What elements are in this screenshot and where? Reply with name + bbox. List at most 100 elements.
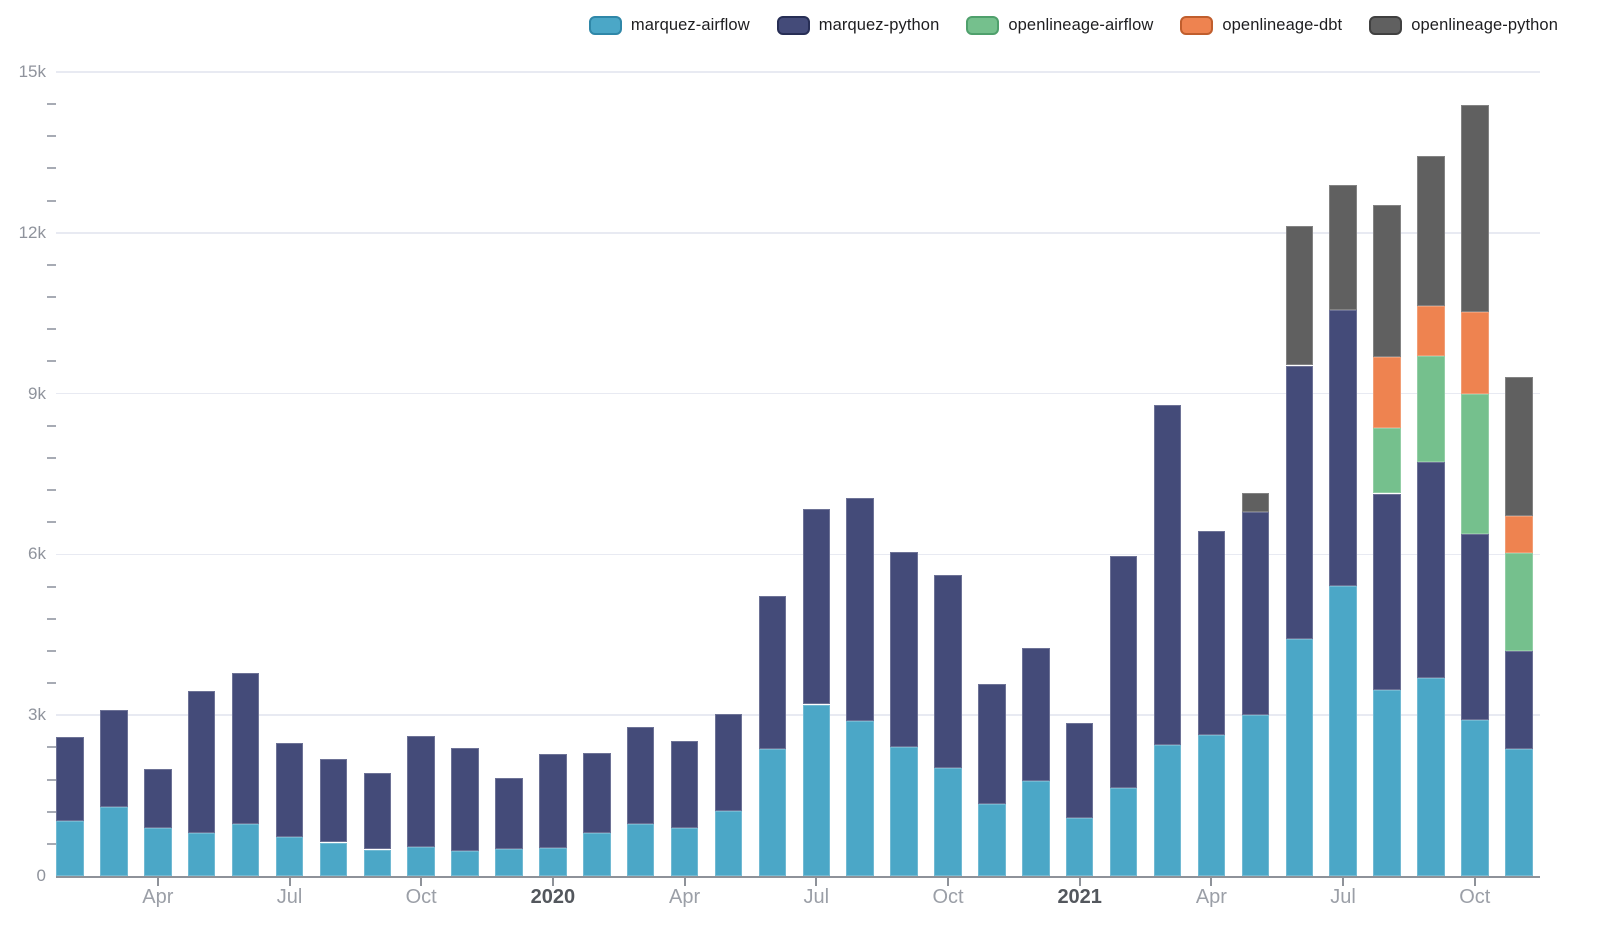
bar-segment-marquez-airflow[interactable] bbox=[495, 848, 523, 876]
bar-segment-marquez-python[interactable] bbox=[583, 753, 611, 834]
bar-segment-marquez-airflow[interactable] bbox=[802, 704, 830, 876]
bar-segment-marquez-python[interactable] bbox=[1153, 404, 1182, 746]
bar-segment-marquez-python[interactable] bbox=[890, 551, 918, 748]
legend-label: marquez-airflow bbox=[630, 15, 750, 34]
bar-segment-marquez-airflow[interactable] bbox=[187, 833, 216, 876]
bar-segment-marquez-python[interactable] bbox=[1461, 534, 1489, 720]
bar-segment-marquez-airflow[interactable] bbox=[670, 827, 699, 876]
bar-segment-marquez-python[interactable] bbox=[539, 753, 567, 849]
bar-segment-marquez-airflow[interactable] bbox=[1153, 745, 1182, 876]
x-axis-tick bbox=[1078, 878, 1081, 886]
bar-segment-marquez-python[interactable] bbox=[1197, 531, 1226, 736]
bar-segment-marquez-python[interactable] bbox=[714, 714, 743, 811]
bar-segment-marquez-python[interactable] bbox=[1285, 365, 1313, 639]
bar-segment-marquez-airflow[interactable] bbox=[626, 824, 655, 876]
bar-segment-marquez-airflow[interactable] bbox=[539, 848, 567, 876]
bar-segment-marquez-python[interactable] bbox=[1373, 493, 1401, 691]
bar-segment-marquez-airflow[interactable] bbox=[56, 820, 84, 876]
legend-label: openlineage-dbt bbox=[1222, 15, 1343, 34]
legend-label: openlineage-airflow bbox=[1008, 15, 1154, 34]
bar-segment-marquez-airflow[interactable] bbox=[407, 846, 435, 876]
bar-segment-marquez-python[interactable] bbox=[626, 727, 655, 824]
bar-segment-marquez-airflow[interactable] bbox=[363, 849, 392, 876]
bar-segment-marquez-python[interactable] bbox=[495, 778, 523, 849]
legend-item-openlineage-airflow[interactable]: openlineage-airflow bbox=[966, 15, 1154, 35]
bar-segment-openlineage-airflow[interactable] bbox=[1505, 553, 1533, 652]
bar-segment-marquez-python[interactable] bbox=[275, 742, 304, 838]
bar-segment-marquez-airflow[interactable] bbox=[714, 810, 743, 876]
bar-segment-marquez-airflow[interactable] bbox=[583, 833, 611, 876]
bar-segment-marquez-airflow[interactable] bbox=[1285, 638, 1313, 876]
bar-segment-openlineage-python[interactable] bbox=[1417, 155, 1445, 307]
bar-segment-marquez-airflow[interactable] bbox=[846, 721, 874, 876]
bar-segment-marquez-python[interactable] bbox=[1065, 723, 1094, 818]
legend-swatch-icon bbox=[1180, 15, 1214, 35]
bar-segment-marquez-airflow[interactable] bbox=[1241, 715, 1269, 876]
bar-segment-marquez-airflow[interactable] bbox=[144, 827, 172, 876]
bar-segment-marquez-python[interactable] bbox=[319, 759, 348, 843]
bar-segment-marquez-airflow[interactable] bbox=[100, 807, 128, 876]
bar-segment-marquez-python[interactable] bbox=[978, 684, 1006, 805]
bar-segment-marquez-airflow[interactable] bbox=[1461, 719, 1489, 876]
bar-segment-marquez-airflow[interactable] bbox=[1109, 788, 1138, 876]
bar-segment-marquez-airflow[interactable] bbox=[890, 747, 918, 876]
bar-segment-marquez-airflow[interactable] bbox=[231, 824, 260, 876]
bar-segment-openlineage-dbt[interactable] bbox=[1417, 306, 1445, 356]
x-axis-tick bbox=[947, 878, 949, 886]
legend-item-openlineage-dbt[interactable]: openlineage-dbt bbox=[1180, 15, 1343, 35]
legend-item-openlineage-python[interactable]: openlineage-python bbox=[1369, 15, 1558, 35]
bar-segment-marquez-python[interactable] bbox=[451, 747, 479, 851]
legend-item-marquez-airflow[interactable]: marquez-airflow bbox=[588, 15, 750, 35]
bar-segment-openlineage-dbt[interactable] bbox=[1373, 357, 1401, 428]
bar-segment-marquez-python[interactable] bbox=[407, 736, 435, 847]
bar-segment-marquez-python[interactable] bbox=[100, 710, 128, 808]
y-minor-tick bbox=[47, 585, 56, 588]
bar-segment-marquez-python[interactable] bbox=[187, 690, 216, 834]
bar-segment-marquez-airflow[interactable] bbox=[1505, 748, 1533, 876]
bar-segment-marquez-python[interactable] bbox=[1241, 511, 1269, 716]
bar-segment-marquez-python[interactable] bbox=[56, 736, 84, 821]
bar-segment-marquez-python[interactable] bbox=[670, 740, 699, 828]
bar-segment-openlineage-python[interactable] bbox=[1329, 184, 1357, 310]
y-minor-tick bbox=[47, 489, 56, 492]
bar-segment-openlineage-airflow[interactable] bbox=[1461, 393, 1489, 534]
bar-segment-marquez-python[interactable] bbox=[1109, 556, 1138, 789]
bar-segment-openlineage-python[interactable] bbox=[1285, 225, 1313, 366]
bar-segment-openlineage-python[interactable] bbox=[1373, 204, 1401, 358]
bar-segment-marquez-python[interactable] bbox=[1329, 310, 1357, 586]
bar-segment-marquez-airflow[interactable] bbox=[275, 837, 304, 876]
bar-segment-marquez-airflow[interactable] bbox=[934, 768, 962, 876]
bar-segment-openlineage-dbt[interactable] bbox=[1461, 311, 1489, 394]
bar-segment-marquez-python[interactable] bbox=[1417, 461, 1445, 679]
legend-item-marquez-python[interactable]: marquez-python bbox=[776, 15, 940, 35]
x-axis-label: Jul bbox=[1330, 886, 1356, 908]
bar-segment-openlineage-airflow[interactable] bbox=[1417, 356, 1445, 462]
y-axis-label: 0 bbox=[36, 866, 46, 885]
bar-segment-marquez-airflow[interactable] bbox=[1022, 781, 1050, 876]
bar-segment-marquez-airflow[interactable] bbox=[1329, 585, 1357, 876]
bar-segment-marquez-airflow[interactable] bbox=[319, 842, 348, 876]
bar-segment-marquez-python[interactable] bbox=[802, 508, 830, 705]
bar-segment-marquez-airflow[interactable] bbox=[451, 851, 479, 876]
bar-segment-marquez-python[interactable] bbox=[1505, 651, 1533, 749]
bar-segment-marquez-python[interactable] bbox=[1022, 647, 1050, 782]
x-axis-label: Jul bbox=[276, 886, 303, 908]
bar-segment-marquez-airflow[interactable] bbox=[978, 804, 1006, 876]
bar-segment-marquez-airflow[interactable] bbox=[758, 748, 787, 876]
bar-segment-marquez-airflow[interactable] bbox=[1197, 735, 1226, 876]
bar-segment-marquez-python[interactable] bbox=[758, 596, 787, 749]
bar-segment-openlineage-python[interactable] bbox=[1505, 377, 1533, 516]
bar-segment-openlineage-python[interactable] bbox=[1241, 493, 1269, 512]
bar-segment-marquez-airflow[interactable] bbox=[1065, 817, 1094, 876]
bar-segment-marquez-python[interactable] bbox=[846, 497, 874, 722]
bar-segment-openlineage-airflow[interactable] bbox=[1373, 427, 1401, 494]
y-minor-tick bbox=[47, 617, 56, 620]
bar-segment-marquez-airflow[interactable] bbox=[1373, 690, 1401, 876]
bar-segment-marquez-airflow[interactable] bbox=[1417, 678, 1445, 876]
bar-segment-marquez-python[interactable] bbox=[231, 673, 260, 825]
bar-segment-marquez-python[interactable] bbox=[144, 768, 172, 828]
bar-segment-openlineage-python[interactable] bbox=[1461, 105, 1489, 312]
bar-segment-openlineage-dbt[interactable] bbox=[1505, 515, 1533, 554]
bar-segment-marquez-python[interactable] bbox=[934, 575, 962, 768]
bar-segment-marquez-python[interactable] bbox=[363, 773, 392, 850]
